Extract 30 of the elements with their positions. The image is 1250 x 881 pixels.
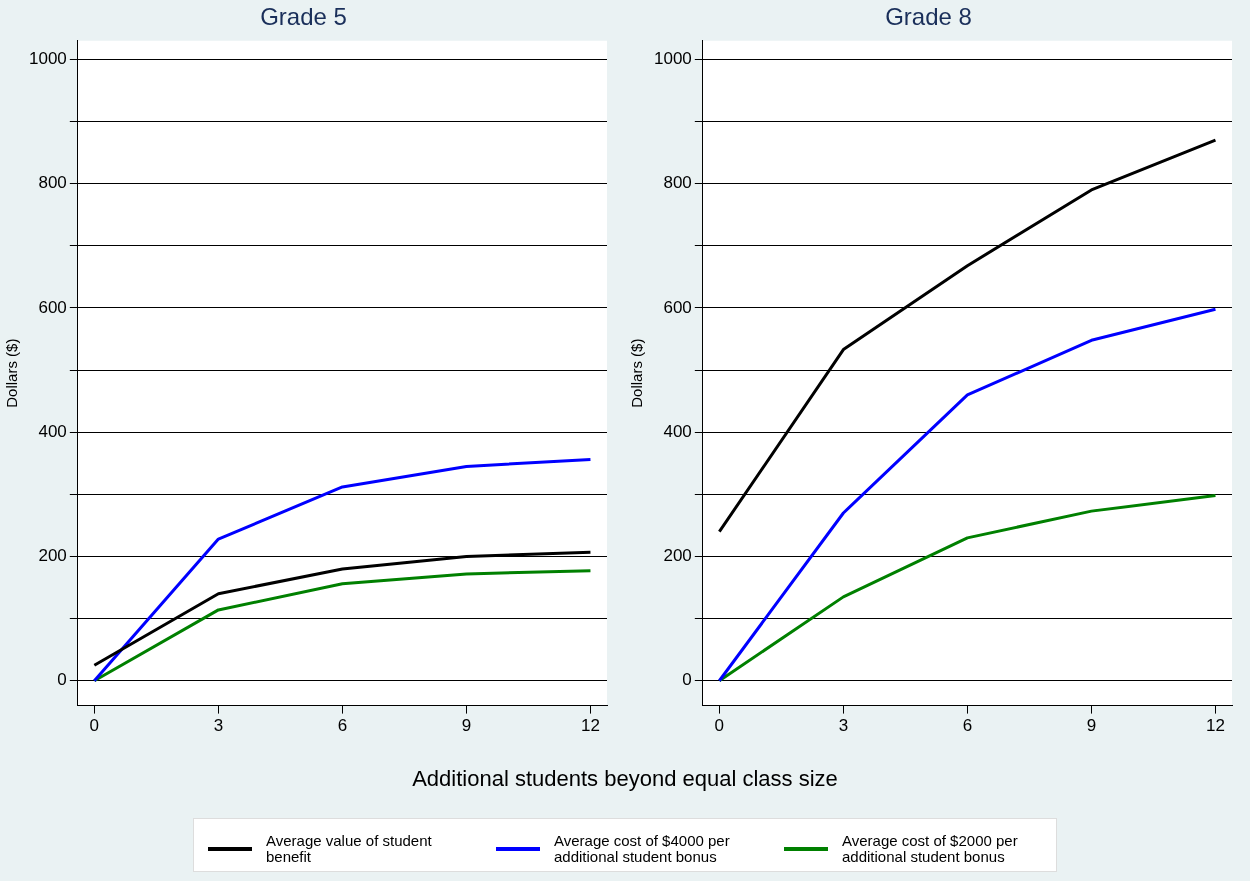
x-tick-label: 9 [461,716,472,736]
y-tick-label: 0 [57,670,67,690]
chart-title: Grade 5 [260,3,347,31]
x-tick-label: 0 [714,716,725,736]
y-tick-label: 200 [663,546,692,566]
y-tick-label: 1000 [653,49,692,69]
x-tick-label: 6 [962,716,973,736]
y-axis-title: Dollars ($) [3,338,21,408]
x-tick-label: 12 [1206,716,1225,736]
y-tick-label: 0 [682,670,692,690]
x-tick-label: 3 [838,716,849,736]
x-tick-label: 0 [89,716,100,736]
y-tick-label: 600 [38,297,67,317]
x-axis-title: Additional students beyond equal class size [411,766,839,792]
x-tick-label: 9 [1086,716,1097,736]
y-axis-title: Dollars ($) [628,338,646,408]
y-tick-label: 600 [663,297,692,317]
y-tick-label: 200 [38,546,67,566]
y-tick-label: 800 [663,173,692,193]
legend-label: Average cost of $4000 per additional student bonus [554,832,731,865]
y-tick-label: 1000 [28,49,67,69]
y-tick-label: 400 [38,421,67,441]
y-tick-label: 400 [663,421,692,441]
legend-label: Average value of student benefit [266,832,433,865]
chart-title: Grade 8 [885,3,972,31]
x-tick-label: 3 [213,716,224,736]
x-tick-label: 12 [581,716,600,736]
x-tick-label: 6 [337,716,348,736]
legend-label: Average cost of $2000 per additional student bonus [842,832,1019,865]
y-tick-label: 800 [38,173,67,193]
